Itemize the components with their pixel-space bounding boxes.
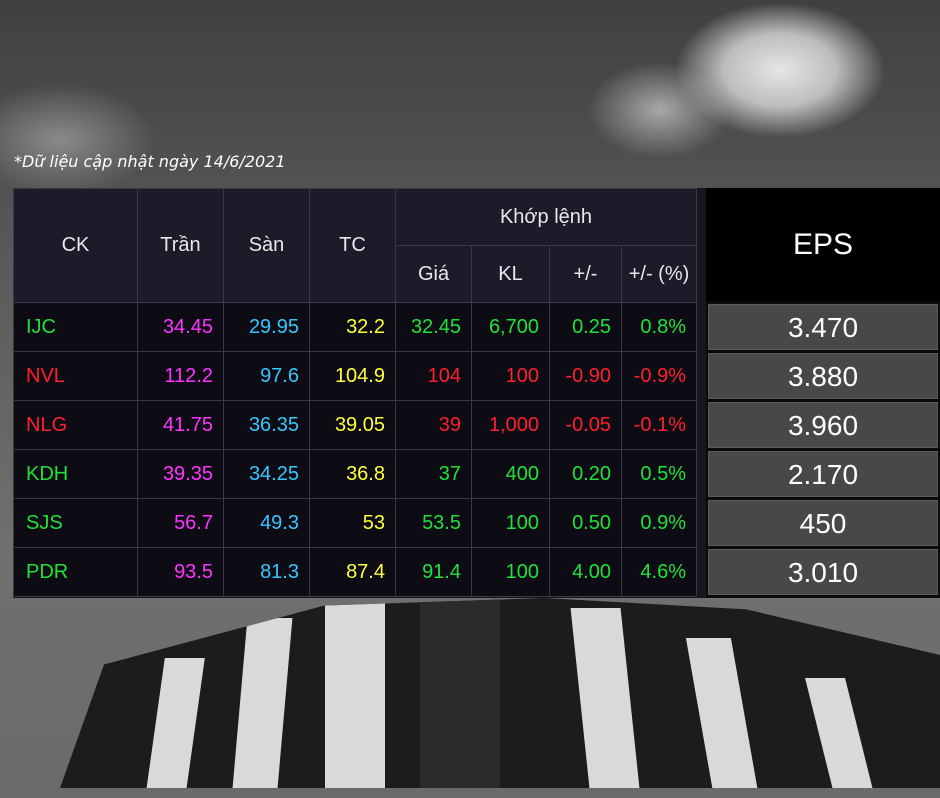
change-pct-cell: 0.8% (621, 302, 697, 352)
eps-cell: 3.880 (708, 353, 938, 399)
eps-column: EPS 3.470 3.880 3.960 2.170 450 3.010 (706, 188, 940, 595)
table-row[interactable]: NVL 112.2 97.6 104.9 104 100 -0.90 -0.9% (13, 351, 697, 401)
match-volume-cell: 6,700 (471, 302, 550, 352)
match-volume-cell: 400 (471, 449, 550, 499)
floor-price-cell: 36.35 (223, 400, 310, 450)
table-row[interactable]: PDR 93.5 81.3 87.4 91.4 100 4.00 4.6% (13, 547, 697, 597)
reference-price-cell: 104.9 (309, 351, 396, 401)
building-stripe (420, 598, 500, 788)
header-san: Sàn (223, 188, 310, 303)
eps-cell: 3.010 (708, 549, 938, 595)
match-volume-cell: 100 (471, 547, 550, 597)
header-gia: Giá (395, 245, 472, 303)
table-row[interactable]: KDH 39.35 34.25 36.8 37 400 0.20 0.5% (13, 449, 697, 499)
header-change-pct: +/- (%) (621, 245, 697, 303)
ticker-cell: KDH (13, 449, 138, 499)
header-khop-lenh: Khớp lệnh (395, 188, 697, 246)
table-row[interactable]: NLG 41.75 36.35 39.05 39 1,000 -0.05 -0.1% (13, 400, 697, 450)
reference-price-cell: 87.4 (309, 547, 396, 597)
eps-header: EPS (706, 188, 940, 301)
building-stripe (570, 608, 640, 788)
match-price-cell: 39 (395, 400, 472, 450)
ticker-cell: SJS (13, 498, 138, 548)
ceiling-price-cell: 34.45 (137, 302, 224, 352)
header-ck: CK (13, 188, 138, 303)
ticker-cell: PDR (13, 547, 138, 597)
match-volume-cell: 100 (471, 351, 550, 401)
eps-cell: 3.960 (708, 402, 938, 448)
floor-price-cell: 49.3 (223, 498, 310, 548)
eps-cell: 3.470 (708, 304, 938, 350)
header-tran: Trần (137, 188, 224, 303)
eps-cell: 450 (708, 500, 938, 546)
ceiling-price-cell: 56.7 (137, 498, 224, 548)
table-row[interactable]: SJS 56.7 49.3 53 53.5 100 0.50 0.9% (13, 498, 697, 548)
match-price-cell: 104 (395, 351, 472, 401)
reference-price-cell: 53 (309, 498, 396, 548)
update-note: *Dữ liệu cập nhật ngày 14/6/2021 (14, 152, 286, 171)
change-cell: 0.50 (549, 498, 622, 548)
reference-price-cell: 32.2 (309, 302, 396, 352)
building-stripe (325, 603, 385, 788)
change-pct-cell: 0.5% (621, 449, 697, 499)
ceiling-price-cell: 93.5 (137, 547, 224, 597)
reference-price-cell: 39.05 (309, 400, 396, 450)
change-cell: -0.05 (549, 400, 622, 450)
match-price-cell: 91.4 (395, 547, 472, 597)
header-change: +/- (549, 245, 622, 303)
eps-cell: 2.170 (708, 451, 938, 497)
ceiling-price-cell: 112.2 (137, 351, 224, 401)
match-volume-cell: 100 (471, 498, 550, 548)
header-tc: TC (309, 188, 396, 303)
ticker-cell: NVL (13, 351, 138, 401)
price-board-table: CK Trần Sàn TC Khớp lệnh Giá KL +/- +/- … (13, 188, 697, 597)
change-cell: -0.90 (549, 351, 622, 401)
ticker-cell: NLG (13, 400, 138, 450)
change-pct-cell: 0.9% (621, 498, 697, 548)
floor-price-cell: 81.3 (223, 547, 310, 597)
change-pct-cell: 4.6% (621, 547, 697, 597)
change-cell: 0.25 (549, 302, 622, 352)
reference-price-cell: 36.8 (309, 449, 396, 499)
building-stripe (145, 658, 205, 788)
match-price-cell: 32.45 (395, 302, 472, 352)
ticker-cell: IJC (13, 302, 138, 352)
change-pct-cell: -0.1% (621, 400, 697, 450)
ceiling-price-cell: 41.75 (137, 400, 224, 450)
match-volume-cell: 1,000 (471, 400, 550, 450)
match-price-cell: 53.5 (395, 498, 472, 548)
building-stripe (685, 638, 760, 788)
floor-price-cell: 97.6 (223, 351, 310, 401)
change-cell: 4.00 (549, 547, 622, 597)
change-pct-cell: -0.9% (621, 351, 697, 401)
building-stripe (232, 618, 293, 788)
building-stripe (805, 678, 875, 788)
change-cell: 0.20 (549, 449, 622, 499)
table-row[interactable]: IJC 34.45 29.95 32.2 32.45 6,700 0.25 0.8% (13, 302, 697, 352)
match-price-cell: 37 (395, 449, 472, 499)
ceiling-price-cell: 39.35 (137, 449, 224, 499)
floor-price-cell: 29.95 (223, 302, 310, 352)
header-kl: KL (471, 245, 550, 303)
floor-price-cell: 34.25 (223, 449, 310, 499)
